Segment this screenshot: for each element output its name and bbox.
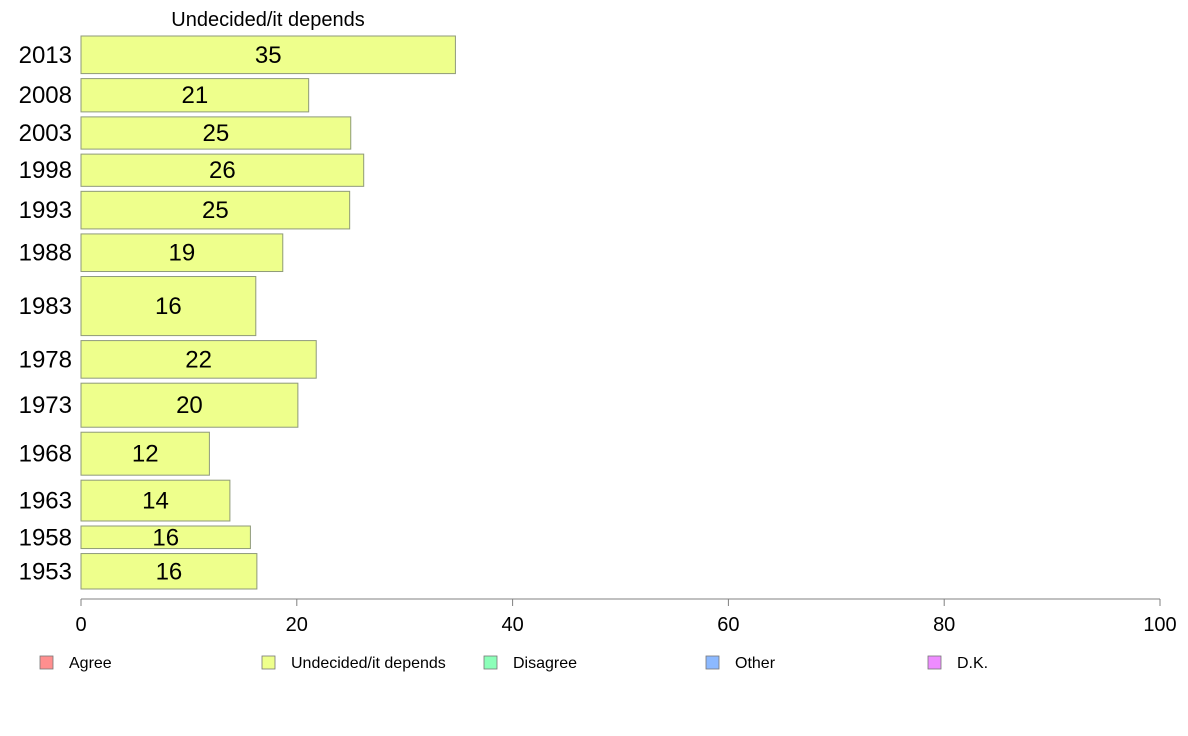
data-label-2013: 35 — [255, 42, 282, 69]
data-label-1978: 22 — [185, 346, 212, 373]
y-tick-label-1968: 1968 — [19, 441, 72, 468]
data-label-2008: 21 — [181, 82, 208, 109]
y-tick-label-1958: 1958 — [19, 524, 72, 551]
y-tick-label-1998: 1998 — [19, 157, 72, 184]
x-tick-label-40: 40 — [501, 614, 523, 636]
data-label-1968: 12 — [132, 441, 159, 468]
legend-swatch-2 — [483, 655, 498, 670]
legend-swatch-4 — [927, 655, 942, 670]
y-tick-label-1973: 1973 — [19, 392, 72, 419]
y-tick-labels: 2013 2008 2003 1998 1993 1988 1983 1978 1973 1968… — [19, 42, 72, 585]
bar-1988 — [80, 233, 284, 273]
y-tick-label-1978: 1978 — [19, 346, 72, 373]
data-label-1983: 16 — [155, 293, 182, 320]
data-label-1963: 14 — [142, 488, 169, 515]
legend-label-4: D.K. — [957, 655, 988, 672]
y-tick-label-1953: 1953 — [19, 558, 72, 585]
data-label-1953: 16 — [156, 558, 183, 585]
data-label-1998: 26 — [209, 157, 236, 184]
y-tick-label-2008: 2008 — [19, 82, 72, 109]
legend-swatch-1 — [261, 655, 276, 670]
data-label-2003: 25 — [203, 120, 230, 147]
chart-title: Undecided/it depends — [171, 9, 364, 31]
data-label-1988: 19 — [169, 240, 196, 267]
legend-label-0: Agree — [69, 655, 112, 672]
bar-1968 — [80, 431, 210, 476]
bar-2013 — [80, 35, 456, 75]
y-tick-label-1988: 1988 — [19, 240, 72, 267]
data-label-1958: 16 — [152, 524, 179, 551]
legend-label-3: Other — [735, 655, 776, 672]
x-tick-label-0: 0 — [75, 614, 86, 636]
data-label-1973: 20 — [176, 392, 203, 419]
legend: Agree Undecided/it depends Disagree Other D.… — [39, 655, 988, 672]
x-tick-label-80: 80 — [933, 614, 955, 636]
bar-1953 — [80, 553, 258, 590]
legend-swatch-3 — [705, 655, 720, 670]
bar-2008 — [80, 78, 310, 113]
y-tick-label-2003: 2003 — [19, 120, 72, 147]
x-tick-label-20: 20 — [286, 614, 308, 636]
x-tick-label-100: 100 — [1143, 614, 1176, 636]
bar-1963 — [80, 479, 231, 522]
legend-label-1: Undecided/it depends — [291, 655, 446, 672]
bar-1983 — [80, 276, 257, 337]
x-tick-label-60: 60 — [717, 614, 739, 636]
legend-swatch-0 — [39, 655, 54, 670]
y-tick-label-1983: 1983 — [19, 293, 72, 320]
y-tick-label-1963: 1963 — [19, 488, 72, 515]
bar-1998 — [80, 153, 365, 187]
y-tick-label-2013: 2013 — [19, 42, 72, 69]
data-label-1993: 25 — [202, 197, 229, 224]
bar-1993 — [80, 190, 351, 230]
x-axis: 0 20 40 60 80 100 — [75, 598, 1177, 636]
bar-2003 — [80, 116, 352, 150]
bar-1958 — [80, 525, 251, 550]
bar-1973 — [80, 382, 299, 428]
legend-label-2: Disagree — [513, 655, 577, 672]
bar-1978 — [80, 340, 317, 379]
y-tick-label-1993: 1993 — [19, 197, 72, 224]
